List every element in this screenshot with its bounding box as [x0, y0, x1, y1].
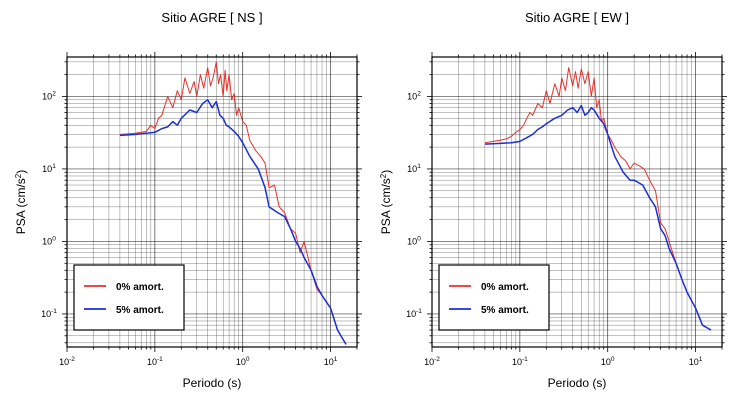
- y-tick-label: 102: [407, 90, 421, 101]
- x-tick-label: 10-2: [424, 356, 440, 367]
- x-tick-label: 100: [601, 356, 615, 367]
- legend-label-0: 0% amort.: [481, 282, 529, 293]
- x-tick-label: 100: [236, 356, 250, 367]
- legend-label-0: 0% amort.: [116, 282, 164, 293]
- y-tick-label: 100: [42, 235, 56, 246]
- legend-label-1: 5% amort.: [481, 305, 529, 316]
- y-tick-label: 101: [42, 163, 56, 174]
- y-tick-label: 101: [407, 163, 421, 174]
- legend-label-1: 5% amort.: [116, 305, 164, 316]
- chart-title: Sitio AGRE [ NS ]: [161, 10, 262, 25]
- y-tick-label: 10-1: [41, 308, 57, 319]
- plot-frame: [66, 56, 358, 348]
- chart-panel-1: 10-2 10-1 100 101 10-1 100 101 102 Sitio AGRE [ …: [379, 10, 727, 390]
- chart-title: Sitio AGRE [ EW ]: [525, 10, 629, 25]
- plot-frame: [431, 56, 723, 348]
- tick-marks: [427, 52, 727, 352]
- x-tick-label: 10-1: [147, 356, 163, 367]
- y-axis-label: PSA (cm/s2): [379, 170, 393, 234]
- grid-lines: [66, 57, 358, 347]
- series-line-1: [484, 104, 712, 331]
- legend-box: [73, 264, 185, 331]
- x-axis-label: Periodo (s): [548, 376, 607, 390]
- y-tick-label: 100: [407, 235, 421, 246]
- legend: 0% amort. 5% amort.: [438, 264, 550, 331]
- chart-panel-0: 10-2 10-1 100 101 10-1 100 101 102 Sitio AGRE [ …: [14, 10, 362, 390]
- y-tick-label: 10-1: [406, 308, 422, 319]
- x-axis-label: Periodo (s): [183, 376, 242, 390]
- x-tick-label: 10-1: [512, 356, 528, 367]
- y-axis-label: PSA (cm/s2): [14, 170, 28, 234]
- series-line-0: [119, 61, 347, 345]
- series-line-1: [119, 99, 347, 345]
- x-tick-label: 101: [689, 356, 703, 367]
- x-tick-label: 101: [324, 356, 338, 367]
- y-tick-label: 102: [42, 90, 56, 101]
- legend-box: [438, 264, 550, 331]
- series-line-0: [484, 67, 712, 331]
- legend: 0% amort. 5% amort.: [73, 264, 185, 331]
- x-tick-label: 10-2: [59, 356, 75, 367]
- tick-marks: [62, 52, 362, 352]
